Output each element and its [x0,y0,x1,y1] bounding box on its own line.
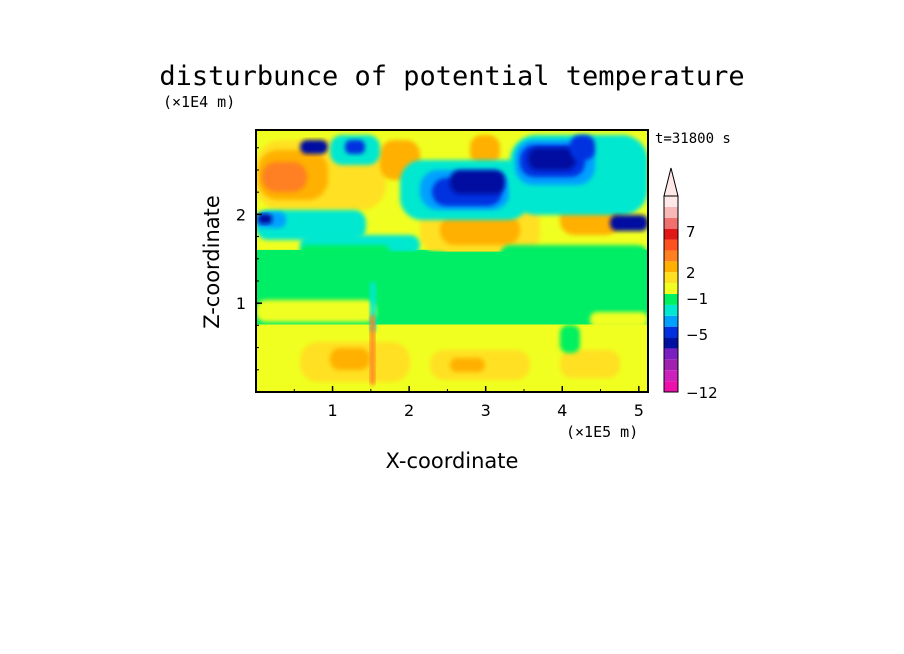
colorbar-swatch [664,337,678,349]
field-patch [440,215,520,245]
x-tick-label: 2 [404,401,414,420]
x-axis-ticks: 1 2 3 4 5 [293,386,644,420]
colorbar-swatch [664,370,678,382]
colorbar-swatch [664,272,678,284]
x-axis-label: X-coordinate [386,449,519,473]
field-patch [500,245,648,269]
x-unit-label: (×1E5 m) [566,423,638,441]
colorbar-swatch [664,239,678,251]
colorbar-swatch [664,228,678,240]
colorbar-label: 7 [686,223,696,241]
colorbar-swatch [664,348,678,360]
colorbar-label: −12 [686,384,718,402]
colorbar-swatch [664,283,678,294]
colorbar-swatch [664,196,678,207]
colorbar-swatch [664,315,678,327]
field-patch [256,300,376,322]
x-tick-label: 1 [327,401,337,420]
colorbar-swatch [664,261,678,273]
colorbar-arrow [663,167,679,197]
colorbar-swatch [664,326,678,338]
colorbar-label: −5 [686,326,708,344]
x-tick-label: 4 [557,401,567,420]
y-axis-label: Z-coordinate [200,195,224,329]
colorbar: 7 2 −1 −5 −12 [663,167,718,402]
y-axis-ticks: 12 [236,147,262,371]
field-patch [450,170,505,194]
time-label: t=31800 s [655,131,731,147]
field-patch [300,140,328,154]
colorbar-swatch [664,217,678,229]
field-patch [345,140,365,154]
field-patch [370,315,375,385]
field-patch [560,325,580,353]
field-patch [528,148,576,170]
field-patch [262,162,307,192]
plot-area [256,130,648,392]
field-patch [560,350,620,378]
field-patch [610,215,648,231]
colorbar-swatch [664,381,678,392]
colorbar-swatch [664,359,678,371]
field-patch [590,312,648,327]
y-tick-label: 2 [236,205,246,224]
field-patch [258,214,272,224]
y-unit-label: (×1E4 m) [163,93,235,111]
colorbar-label: −1 [686,290,708,308]
plot-frame [255,129,649,393]
colorbar-swatch [664,250,678,262]
colorbar-swatch [664,206,678,218]
colorbar-swatch [664,304,678,316]
x-tick-label: 5 [634,401,644,420]
colorbar-label: 2 [686,264,696,282]
field-patch [470,135,500,165]
field-patch [330,348,370,370]
y-tick-label: 1 [236,294,246,313]
x-tick-label: 3 [481,401,491,420]
field-patch [570,135,595,160]
field-patch [330,252,450,272]
field-shading [256,130,648,392]
colorbar-swatch [664,294,678,305]
colorbar-frame [663,195,679,393]
field-patch [450,358,485,372]
chart-title: disturbunce of potential temperature [159,61,744,92]
